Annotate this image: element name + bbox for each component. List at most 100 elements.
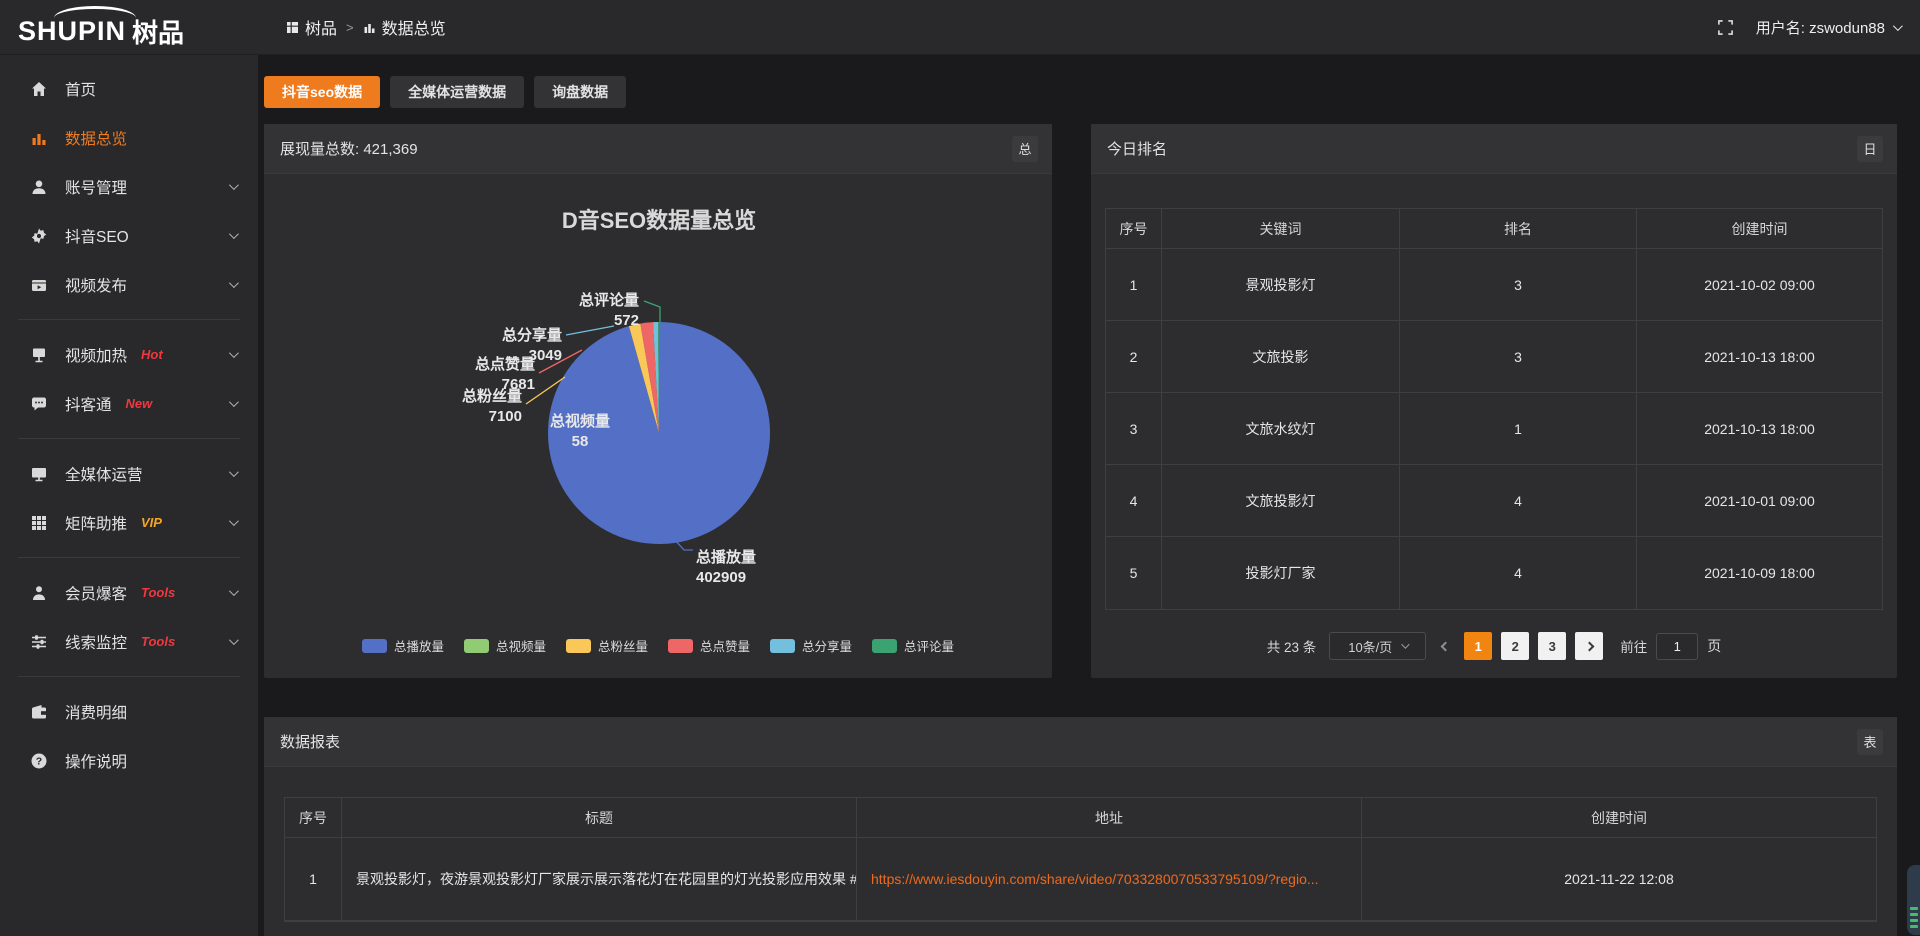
legend-item[interactable]: 总分享量	[770, 636, 852, 655]
page-button-1[interactable]: 1	[1464, 632, 1493, 660]
goto-page-input[interactable]	[1656, 632, 1699, 660]
overview-card-title: 展现量总数: 421,369	[280, 141, 418, 158]
sidebar-item-account-manage[interactable]: 账号管理	[0, 162, 258, 211]
report-card-title: 数据报表	[280, 734, 341, 751]
table-cell: 2021-10-13 18:00	[1637, 393, 1882, 465]
table-row[interactable]: 5 投影灯厂家 4 2021-10-09 18:00	[1106, 537, 1882, 609]
chat-icon	[30, 395, 50, 413]
video-link[interactable]: https://www.iesdouyin.com/share/video/70…	[871, 871, 1319, 887]
question-icon: ?	[30, 752, 50, 770]
sidebar-item-home[interactable]: 首页	[0, 64, 258, 113]
chevron-down-icon	[228, 586, 239, 597]
floating-service-widget[interactable]	[1907, 865, 1920, 935]
pie-label-value: 3049	[529, 347, 562, 364]
legend-swatch	[770, 638, 796, 653]
grid-icon	[286, 21, 299, 34]
table-header-row: 序号 标题 地址 创建时间	[285, 798, 1876, 838]
sidebar-item-video-publish[interactable]: 视频发布	[0, 260, 258, 309]
tab-media-operation-data[interactable]: 全媒体运营数据	[390, 76, 525, 108]
chart-legend: 总播放量 总视频量 总粉丝量 总点赞量 总分享量 总评论量	[264, 636, 1052, 655]
legend-swatch	[463, 638, 489, 653]
sidebar-item-tag: Hot	[141, 347, 163, 362]
ranking-day-badge[interactable]: 日	[1857, 135, 1883, 162]
user-menu[interactable]: 用户名: zswodun88	[1755, 17, 1903, 38]
column-header: 标题	[342, 798, 857, 838]
pie-slice-总分享量	[653, 322, 659, 433]
tab-douyin-seo-data[interactable]: 抖音seo数据	[264, 76, 381, 108]
table-cell: 2021-10-09 18:00	[1704, 565, 1815, 581]
page-button-2[interactable]: 2	[1501, 632, 1530, 660]
pagination: 共 23 条 10条/页 123 前往 页	[1091, 632, 1897, 660]
page-size-select[interactable]: 10条/页	[1329, 632, 1427, 660]
username-label: 用户名: zswodun88	[1755, 19, 1885, 37]
legend-item[interactable]: 总粉丝量	[565, 636, 648, 655]
chevron-down-icon	[228, 635, 239, 646]
legend-item[interactable]: 总评论量	[872, 636, 954, 655]
table-row[interactable]: 4 文旅投影灯 4 2021-10-01 09:00	[1106, 465, 1882, 537]
legend-label: 总点赞量	[700, 640, 751, 654]
table-row[interactable]: 2 文旅投影 3 2021-10-13 18:00	[1106, 321, 1882, 393]
report-card: 数据报表 表 序号 标题 地址 创建时间 1 景观投影灯，夜游景观投影灯厂家展示展示落花灯…	[264, 717, 1897, 936]
label-line-总点赞量	[538, 349, 583, 374]
column-header: 序号	[1106, 209, 1162, 249]
sidebar-item-media-operation[interactable]: 全媒体运营	[0, 449, 258, 498]
sidebar-item-consume-detail[interactable]: 消费明细	[0, 687, 258, 736]
page-button-3[interactable]: 3	[1538, 632, 1567, 660]
table-row[interactable]: 1 景观投影灯 3 2021-10-02 09:00	[1106, 249, 1882, 321]
chart-title: D音SEO数据量总览	[562, 208, 756, 233]
sidebar-item-label: 矩阵助推	[65, 515, 128, 533]
sidebar-item-clue-monitor[interactable]: 线索监控 Tools	[0, 617, 258, 666]
report-table-badge[interactable]: 表	[1857, 728, 1883, 755]
ranking-card-header: 今日排名 日	[1091, 124, 1897, 174]
column-header: 创建时间	[1637, 209, 1882, 249]
breadcrumb: 树品 > 数据总览	[286, 15, 446, 39]
table-cell: 4	[1400, 537, 1637, 609]
wallet-icon	[30, 703, 50, 721]
table-row[interactable]: 3 文旅水纹灯 1 2021-10-13 18:00	[1106, 393, 1882, 465]
legend-item[interactable]: 总播放量	[361, 636, 444, 655]
table-header-row: 序号 关键词 排名 创建时间	[1106, 209, 1882, 249]
column-header: 排名	[1400, 209, 1637, 249]
pie-label-name: 总粉丝量	[462, 387, 522, 405]
sidebar-item-douyin-seo[interactable]: 抖音SEO	[0, 211, 258, 260]
sidebar-item-label: 首页	[65, 81, 97, 99]
pie-chart: D音SEO数据量总览 总播放量 402909 总视频量 58 总粉丝量 7100 总点赞量 76…	[264, 174, 1052, 677]
overview-card-header: 展现量总数: 421,369 总	[264, 124, 1052, 174]
sidebar-item-video-heat[interactable]: 视频加热 Hot	[0, 330, 258, 379]
overview-total-badge[interactable]: 总	[1012, 135, 1038, 162]
legend-swatch	[668, 638, 693, 653]
header-right: 用户名: zswodun88	[1717, 17, 1920, 38]
widget-bar	[1910, 913, 1918, 916]
sidebar-item-member-baoke[interactable]: 会员爆客 Tools	[0, 568, 258, 617]
next-page-button[interactable]	[1575, 632, 1604, 660]
sidebar-item-label: 抖音SEO	[65, 228, 129, 246]
sidebar-item-label: 视频加热	[65, 347, 128, 365]
chart-icon	[363, 21, 376, 34]
sidebar-item-data-overview[interactable]: 数据总览	[0, 113, 258, 162]
sidebar-menu: 首页 数据总览 账号管理 抖音SEO 视频发布 视频加热 Hot 抖客通 New 全媒体运营 矩阵助…	[0, 55, 258, 785]
sidebar-divider	[18, 319, 240, 320]
breadcrumb-item-2[interactable]: 数据总览	[363, 15, 446, 39]
tab-inquiry-data[interactable]: 询盘数据	[534, 76, 627, 108]
pie-label-value: 7681	[502, 376, 535, 393]
monitor-icon	[30, 465, 50, 483]
label-line-总评论量	[643, 300, 661, 323]
breadcrumb-label: 数据总览	[381, 21, 446, 38]
legend-item[interactable]: 总点赞量	[668, 636, 750, 655]
prev-page-button[interactable]	[1435, 641, 1455, 651]
label-line-总播放量	[661, 525, 693, 551]
fullscreen-icon[interactable]	[1717, 19, 1734, 36]
column-header: 创建时间	[1362, 798, 1876, 838]
pie-label-value: 7100	[489, 408, 522, 425]
widget-bar	[1910, 919, 1918, 922]
sidebar-item-matrix-boost[interactable]: 矩阵助推 VIP	[0, 498, 258, 547]
table-row[interactable]: 1 景观投影灯，夜游景观投影灯厂家展示展示落花灯在花园里的灯光投影应用效果 # ht…	[285, 838, 1876, 921]
table-cell: 1	[1106, 249, 1162, 321]
legend-label: 总评论量	[904, 640, 955, 654]
member-icon	[30, 584, 50, 602]
sidebar-item-douketong[interactable]: 抖客通 New	[0, 379, 258, 428]
sidebar-item-operation-guide[interactable]: ? 操作说明	[0, 736, 258, 785]
legend-item[interactable]: 总视频量	[463, 636, 546, 655]
breadcrumb-item-1[interactable]: 树品	[286, 15, 337, 39]
chevron-down-icon	[1401, 640, 1410, 649]
